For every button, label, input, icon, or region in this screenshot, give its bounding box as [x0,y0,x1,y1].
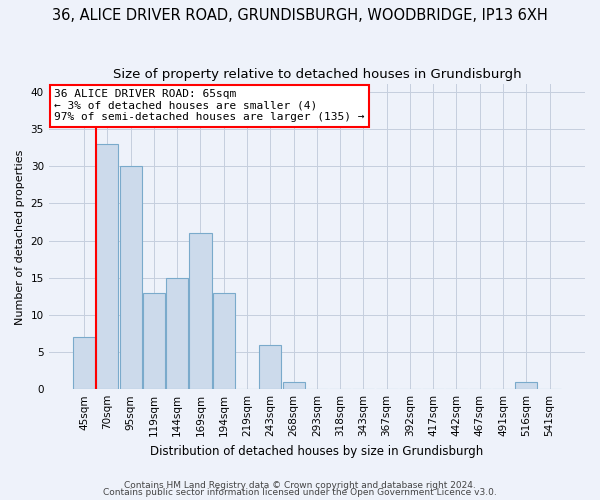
Text: 36, ALICE DRIVER ROAD, GRUNDISBURGH, WOODBRIDGE, IP13 6XH: 36, ALICE DRIVER ROAD, GRUNDISBURGH, WOO… [52,8,548,22]
Bar [166,278,188,389]
Text: Contains HM Land Registry data © Crown copyright and database right 2024.: Contains HM Land Registry data © Crown c… [124,480,476,490]
Title: Size of property relative to detached houses in Grundisburgh: Size of property relative to detached ho… [113,68,521,80]
Bar [73,337,95,389]
Bar [212,292,235,389]
Bar [259,344,281,389]
Bar [97,144,118,389]
Bar [283,382,305,389]
Bar [119,166,142,389]
Text: Contains public sector information licensed under the Open Government Licence v3: Contains public sector information licen… [103,488,497,497]
X-axis label: Distribution of detached houses by size in Grundisburgh: Distribution of detached houses by size … [150,444,484,458]
Bar [190,233,212,389]
Text: 36 ALICE DRIVER ROAD: 65sqm
← 3% of detached houses are smaller (4)
97% of semi-: 36 ALICE DRIVER ROAD: 65sqm ← 3% of deta… [54,89,365,122]
Bar [143,292,165,389]
Bar [515,382,538,389]
Y-axis label: Number of detached properties: Number of detached properties [15,149,25,324]
